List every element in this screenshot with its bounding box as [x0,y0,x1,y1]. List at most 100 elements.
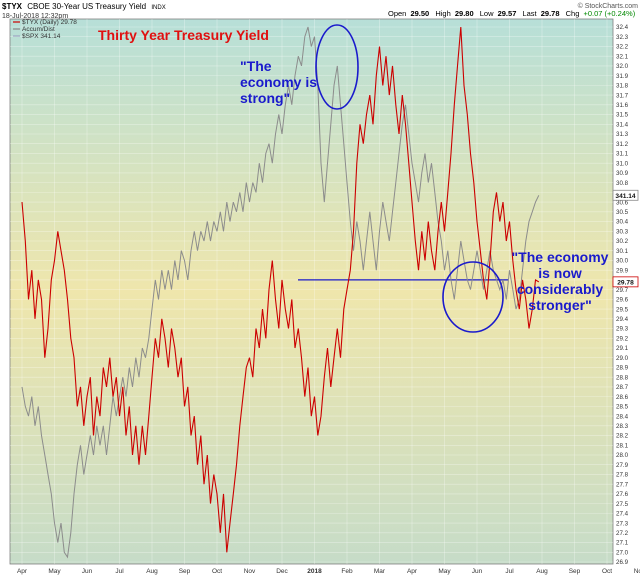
x-tick-label: 2018 [307,568,322,575]
chg-label: Chg [566,9,580,18]
yield-line [21,26,540,553]
y-tick-label: 32.3 [616,34,629,41]
x-tick-label: Aug [146,568,158,575]
annotation-stronger: "The economy is now considerably stronge… [512,249,609,313]
high-value: 29.80 [455,9,474,18]
y-tick-label: 26.9 [616,559,629,566]
y-tick-label: 27.4 [616,511,629,518]
x-tick-label: Nov [634,568,640,575]
y-tick-label: 29.9 [616,267,629,274]
annotation-stronger-line-3: considerably [517,281,604,297]
x-tick-label: Jun [472,568,483,575]
y-tick-label: 28.6 [616,394,629,401]
annotation-strong-line-2: economy is [240,74,317,90]
high-label: High [435,9,450,18]
y-tick-label: 28.4 [616,413,629,420]
x-axis: Apr May Jun Jul Aug Sep Oct Nov Dec 2018 Feb Mar Apr… [17,568,640,575]
y-tick-label: 30.2 [616,238,629,245]
y-tick-label: 30.8 [616,180,629,187]
x-tick-label: May [48,568,61,575]
y-tick-label: 30.9 [616,170,629,177]
y-tick-label: 28.5 [616,404,629,411]
y-tick-label: 30.0 [616,258,629,265]
y-tick-label: 30.6 [616,199,629,206]
y-tick-label: 27.8 [616,472,629,479]
y-tick-label: 29.6 [616,297,629,304]
header-symbol-line: $TYX CBOE 30-Year US Treasury Yield INDX [2,2,166,11]
y-tick-label: 28.0 [616,452,629,459]
low-label: Low [480,9,494,18]
value-badge [612,276,639,288]
accum-dist-line [21,26,540,559]
y-tick-label: 32.4 [616,24,629,31]
annotation-strong-line-1: "The [240,58,272,74]
legend-item: $TYX (Daily) 29.78 [22,19,77,26]
y-tick-label: 27.3 [616,520,629,527]
annotation-stronger-line-1: "The economy [512,249,609,265]
x-tick-label: Jul [505,568,514,575]
legend-item: Accum/Dist [22,26,55,33]
y-tick-label: 27.6 [616,491,629,498]
annotation-ellipse-strong [315,24,359,110]
header-symbol: $TYX [2,2,23,11]
y-tick-label: 32.0 [616,63,629,70]
grid [10,19,640,564]
y-tick-label: 31.5 [616,112,629,119]
last-label: Last [522,9,537,18]
y-tick-label: 30.1 [616,248,629,255]
x-tick-label: Feb [341,568,353,575]
x-tick-label: Jun [82,568,93,575]
y-tick-label: 31.3 [616,131,629,138]
low-value: 29.57 [498,9,517,18]
y-tick-label: 28.3 [616,423,629,430]
last-value: 29.78 [541,9,560,18]
x-tick-label: Apr [17,568,28,575]
y-tick-label: 32.1 [616,53,629,60]
open-label: Open [388,9,406,18]
y-tick-label: 29.1 [616,345,629,352]
chg-value: +0.07 (+0.24%) [583,9,635,18]
y-tick-label: 27.5 [616,501,629,508]
y-tick-label: 29.5 [616,306,629,313]
y-tick-label: 28.1 [616,442,629,449]
y-tick-label: 31.4 [616,121,629,128]
header-date: 18-Jul-2018 12:32pm [2,13,68,20]
annotation-stronger-line-2: is now [538,265,582,281]
chart-header: $TYX CBOE 30-Year US Treasury Yield INDX… [2,2,638,20]
value-badge-label: 341.14 [615,193,636,200]
header-description: CBOE 30-Year US Treasury Yield [27,2,146,11]
annotation-strong-line-3: strong" [240,90,290,106]
legend-item: $SPX 341.14 [22,33,61,40]
y-tick-label: 31.2 [616,141,629,148]
open-value: 29.50 [410,9,429,18]
y-tick-label: 28.2 [616,433,629,440]
y-axis: 32.4 32.3 32.2 32.1 32.0 31.9 31.8 31.7 31.6 31.5… [616,24,629,566]
chart-title: Thirty Year Treasury Yield [98,27,269,43]
y-tick-label: 29.3 [616,326,629,333]
y-tick-label: 30.3 [616,228,629,235]
y-tick-label: 31.0 [616,160,629,167]
y-tick-label: 29.0 [616,355,629,362]
x-tick-label: Sep [569,568,581,575]
y-tick-label: 27.1 [616,540,629,547]
header-exchange: INDX [151,5,165,11]
y-tick-label: 28.8 [616,374,629,381]
brand-watermark: © StockCharts.com [578,2,639,10]
y-tick-label: 32.2 [616,44,629,51]
value-badge-label: 29.78 [617,279,634,286]
x-tick-label: Nov [244,568,256,575]
y-tick-label: 31.9 [616,73,629,80]
annotation-stronger-line-4: stronger" [528,297,591,313]
y-tick-label: 31.6 [616,102,629,109]
plot-area [9,18,614,565]
y-tick-label: 29.4 [616,316,629,323]
x-tick-label: Jul [115,568,124,575]
x-tick-label: Dec [276,568,288,575]
y-tick-label: 27.0 [616,549,629,556]
annotation-strong: "The economy is strong" [240,58,317,106]
annotation-ellipse-stronger [442,261,504,333]
x-tick-label: Apr [407,568,418,575]
x-tick-label: Aug [536,568,548,575]
